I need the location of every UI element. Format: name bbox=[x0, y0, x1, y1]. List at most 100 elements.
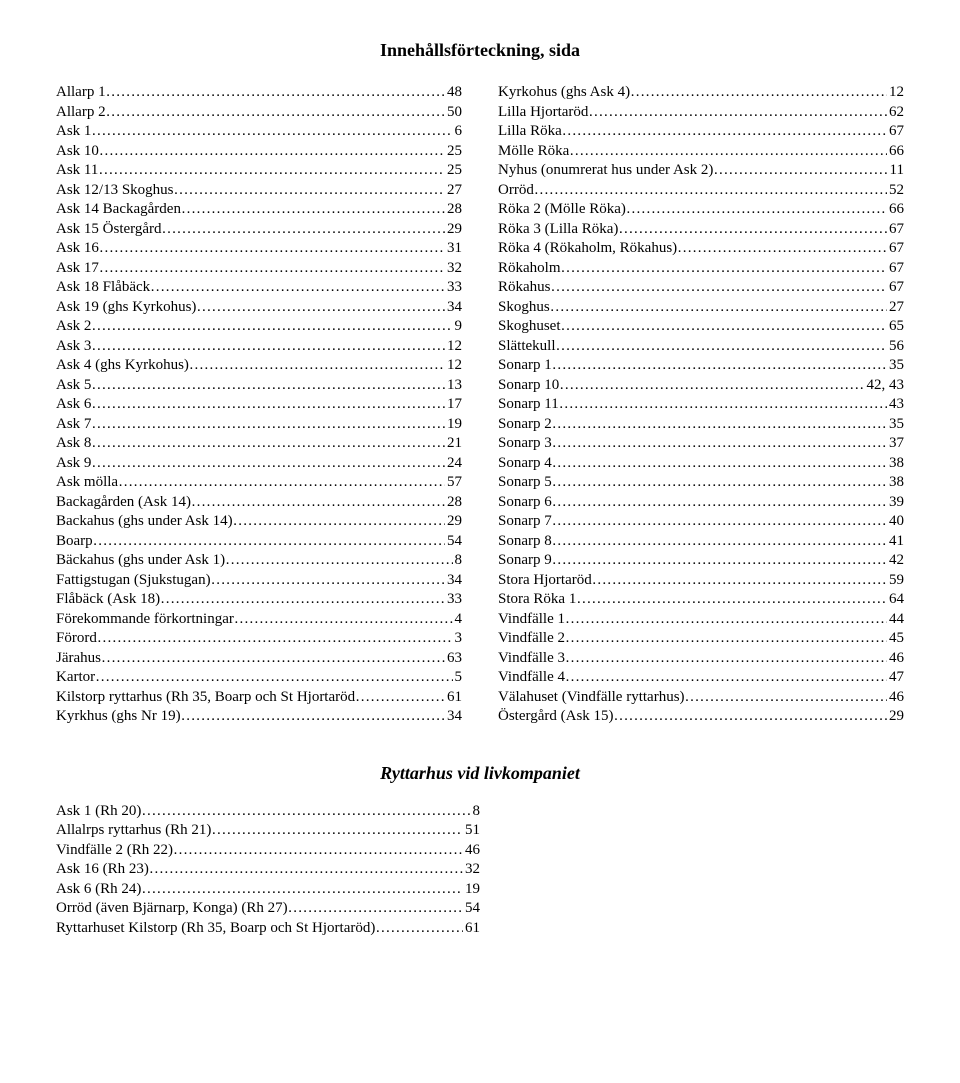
toc-entry: Fattigstugan (Sjukstugan)34 bbox=[56, 571, 462, 591]
toc-entry: Allarp 148 bbox=[56, 83, 462, 103]
toc-leader-dots bbox=[552, 454, 887, 474]
toc-leader-dots bbox=[191, 493, 445, 513]
toc-entry-label: Sonarp 5 bbox=[498, 473, 552, 493]
toc-entry: Järahus63 bbox=[56, 649, 462, 669]
toc-entry-label: Allarp 1 bbox=[56, 83, 106, 103]
toc-entry-label: Sonarp 7 bbox=[498, 512, 552, 532]
toc-leader-dots bbox=[288, 899, 463, 919]
toc-leader-dots bbox=[551, 278, 888, 298]
toc-entry-page: 31 bbox=[445, 239, 462, 259]
toc-leader-dots bbox=[91, 317, 452, 337]
toc-entry-label: Vindfälle 4 bbox=[498, 668, 565, 688]
toc-entry-page: 38 bbox=[887, 473, 904, 493]
toc-leader-dots bbox=[559, 395, 887, 415]
toc-entry: Flåbäck (Ask 18)33 bbox=[56, 590, 462, 610]
toc-leader-dots bbox=[552, 473, 887, 493]
toc-leader-dots bbox=[91, 376, 445, 396]
toc-entry-page: 54 bbox=[445, 532, 462, 552]
toc-leader-dots bbox=[685, 688, 887, 708]
toc-entry: Ask 19 (ghs Kyrkohus)34 bbox=[56, 298, 462, 318]
toc-entry-label: Ask 5 bbox=[56, 376, 91, 396]
toc-entry-page: 44 bbox=[887, 610, 904, 630]
toc-entry: Sonarp 235 bbox=[498, 415, 904, 435]
toc-leader-dots bbox=[91, 122, 452, 142]
toc-entry-label: Lilla Hjortaröd bbox=[498, 103, 588, 123]
toc-entry-page: 46 bbox=[887, 688, 904, 708]
toc-entry-label: Ask 16 bbox=[56, 239, 99, 259]
toc-entry: Boarp54 bbox=[56, 532, 462, 552]
toc-entry-page: 61 bbox=[463, 919, 480, 939]
toc-bottom-column: Ask 1 (Rh 20)8Allalrps ryttarhus (Rh 21)… bbox=[56, 802, 480, 939]
toc-entry: Vindfälle 2 (Rh 22)46 bbox=[56, 841, 480, 861]
toc-leader-dots bbox=[181, 707, 445, 727]
toc-entry: Slättekull56 bbox=[498, 337, 904, 357]
toc-leader-dots bbox=[196, 298, 445, 318]
toc-entry: Ask 6 (Rh 24)19 bbox=[56, 880, 480, 900]
toc-entry-label: Ask 18 Flåbäck bbox=[56, 278, 150, 298]
toc-entry-page: 67 bbox=[887, 239, 904, 259]
toc-entry: Stora Hjortaröd59 bbox=[498, 571, 904, 591]
toc-entry-page: 63 bbox=[445, 649, 462, 669]
toc-entry: Kyrkohus (ghs Ask 4)12 bbox=[498, 83, 904, 103]
toc-leader-dots bbox=[552, 512, 887, 532]
toc-entry-page: 35 bbox=[887, 356, 904, 376]
toc-entry: Kilstorp ryttarhus (Rh 35, Boarp och St … bbox=[56, 688, 462, 708]
toc-entry-page: 32 bbox=[445, 259, 462, 279]
toc-entry-page: 24 bbox=[445, 454, 462, 474]
toc-leader-dots bbox=[614, 707, 887, 727]
toc-entry-page: 66 bbox=[887, 142, 904, 162]
toc-entry-page: 62 bbox=[887, 103, 904, 123]
toc-leader-dots bbox=[101, 649, 445, 669]
toc-entry: Ask 821 bbox=[56, 434, 462, 454]
toc-entry-page: 34 bbox=[445, 298, 462, 318]
toc-entry-page: 41 bbox=[887, 532, 904, 552]
toc-entry: Röka 3 (Lilla Röka)67 bbox=[498, 220, 904, 240]
toc-entry-page: 28 bbox=[445, 493, 462, 513]
toc-left-column: Allarp 148Allarp 250Ask 16Ask 1025Ask 11… bbox=[56, 83, 462, 727]
toc-entry-label: Ryttarhuset Kilstorp (Rh 35, Boarp och S… bbox=[56, 919, 375, 939]
toc-entry: Östergård (Ask 15)29 bbox=[498, 707, 904, 727]
toc-leader-dots bbox=[534, 181, 887, 201]
toc-entry: Kartor5 bbox=[56, 668, 462, 688]
toc-entry-label: Vindfälle 3 bbox=[498, 649, 565, 669]
toc-entry-label: Backahus (ghs under Ask 14) bbox=[56, 512, 233, 532]
toc-leader-dots bbox=[552, 434, 887, 454]
toc-entry-page: 8 bbox=[471, 802, 481, 822]
toc-entry-page: 66 bbox=[887, 200, 904, 220]
toc-entry: Skoghus27 bbox=[498, 298, 904, 318]
toc-entry-page: 46 bbox=[887, 649, 904, 669]
toc-leader-dots bbox=[162, 220, 445, 240]
toc-entry-label: Röka 3 (Lilla Röka) bbox=[498, 220, 618, 240]
toc-entry-page: 67 bbox=[887, 122, 904, 142]
toc-entry-label: Sonarp 3 bbox=[498, 434, 552, 454]
toc-entry-label: Kyrkhus (ghs Nr 19) bbox=[56, 707, 181, 727]
toc-entry-label: Rökaholm bbox=[498, 259, 561, 279]
toc-entry: Sonarp 841 bbox=[498, 532, 904, 552]
toc-entry-page: 56 bbox=[887, 337, 904, 357]
toc-entry: Ask 16 31 bbox=[56, 239, 462, 259]
toc-leader-dots bbox=[562, 122, 887, 142]
toc-entry-page: 5 bbox=[453, 668, 463, 688]
toc-entry-label: Sonarp 2 bbox=[498, 415, 552, 435]
toc-entry-label: Ask 7 bbox=[56, 415, 91, 435]
toc-entry-label: Mölle Röka bbox=[498, 142, 569, 162]
toc-leader-dots bbox=[565, 629, 887, 649]
toc-entry: Lilla Hjortaröd 62 bbox=[498, 103, 904, 123]
toc-leader-dots bbox=[565, 668, 887, 688]
toc-entry: Backagården (Ask 14)28 bbox=[56, 493, 462, 513]
toc-entry-label: Bäckahus (ghs under Ask 1) bbox=[56, 551, 225, 571]
toc-entry: Ask 1025 bbox=[56, 142, 462, 162]
toc-entry-label: Ask 2 bbox=[56, 317, 91, 337]
toc-entry-page: 29 bbox=[887, 707, 904, 727]
toc-leader-dots bbox=[160, 590, 445, 610]
toc-columns: Allarp 148Allarp 250Ask 16Ask 1025Ask 11… bbox=[56, 83, 904, 727]
toc-entry: Förord3 bbox=[56, 629, 462, 649]
toc-entry-label: Vindfälle 1 bbox=[498, 610, 565, 630]
toc-entry-label: Ask 4 (ghs Kyrkohus) bbox=[56, 356, 189, 376]
toc-leader-dots bbox=[561, 317, 887, 337]
toc-leader-dots bbox=[552, 532, 887, 552]
toc-leader-dots bbox=[97, 629, 453, 649]
toc-entry: Skoghuset65 bbox=[498, 317, 904, 337]
toc-leader-dots bbox=[181, 200, 445, 220]
toc-entry-label: Stora Hjortaröd bbox=[498, 571, 592, 591]
